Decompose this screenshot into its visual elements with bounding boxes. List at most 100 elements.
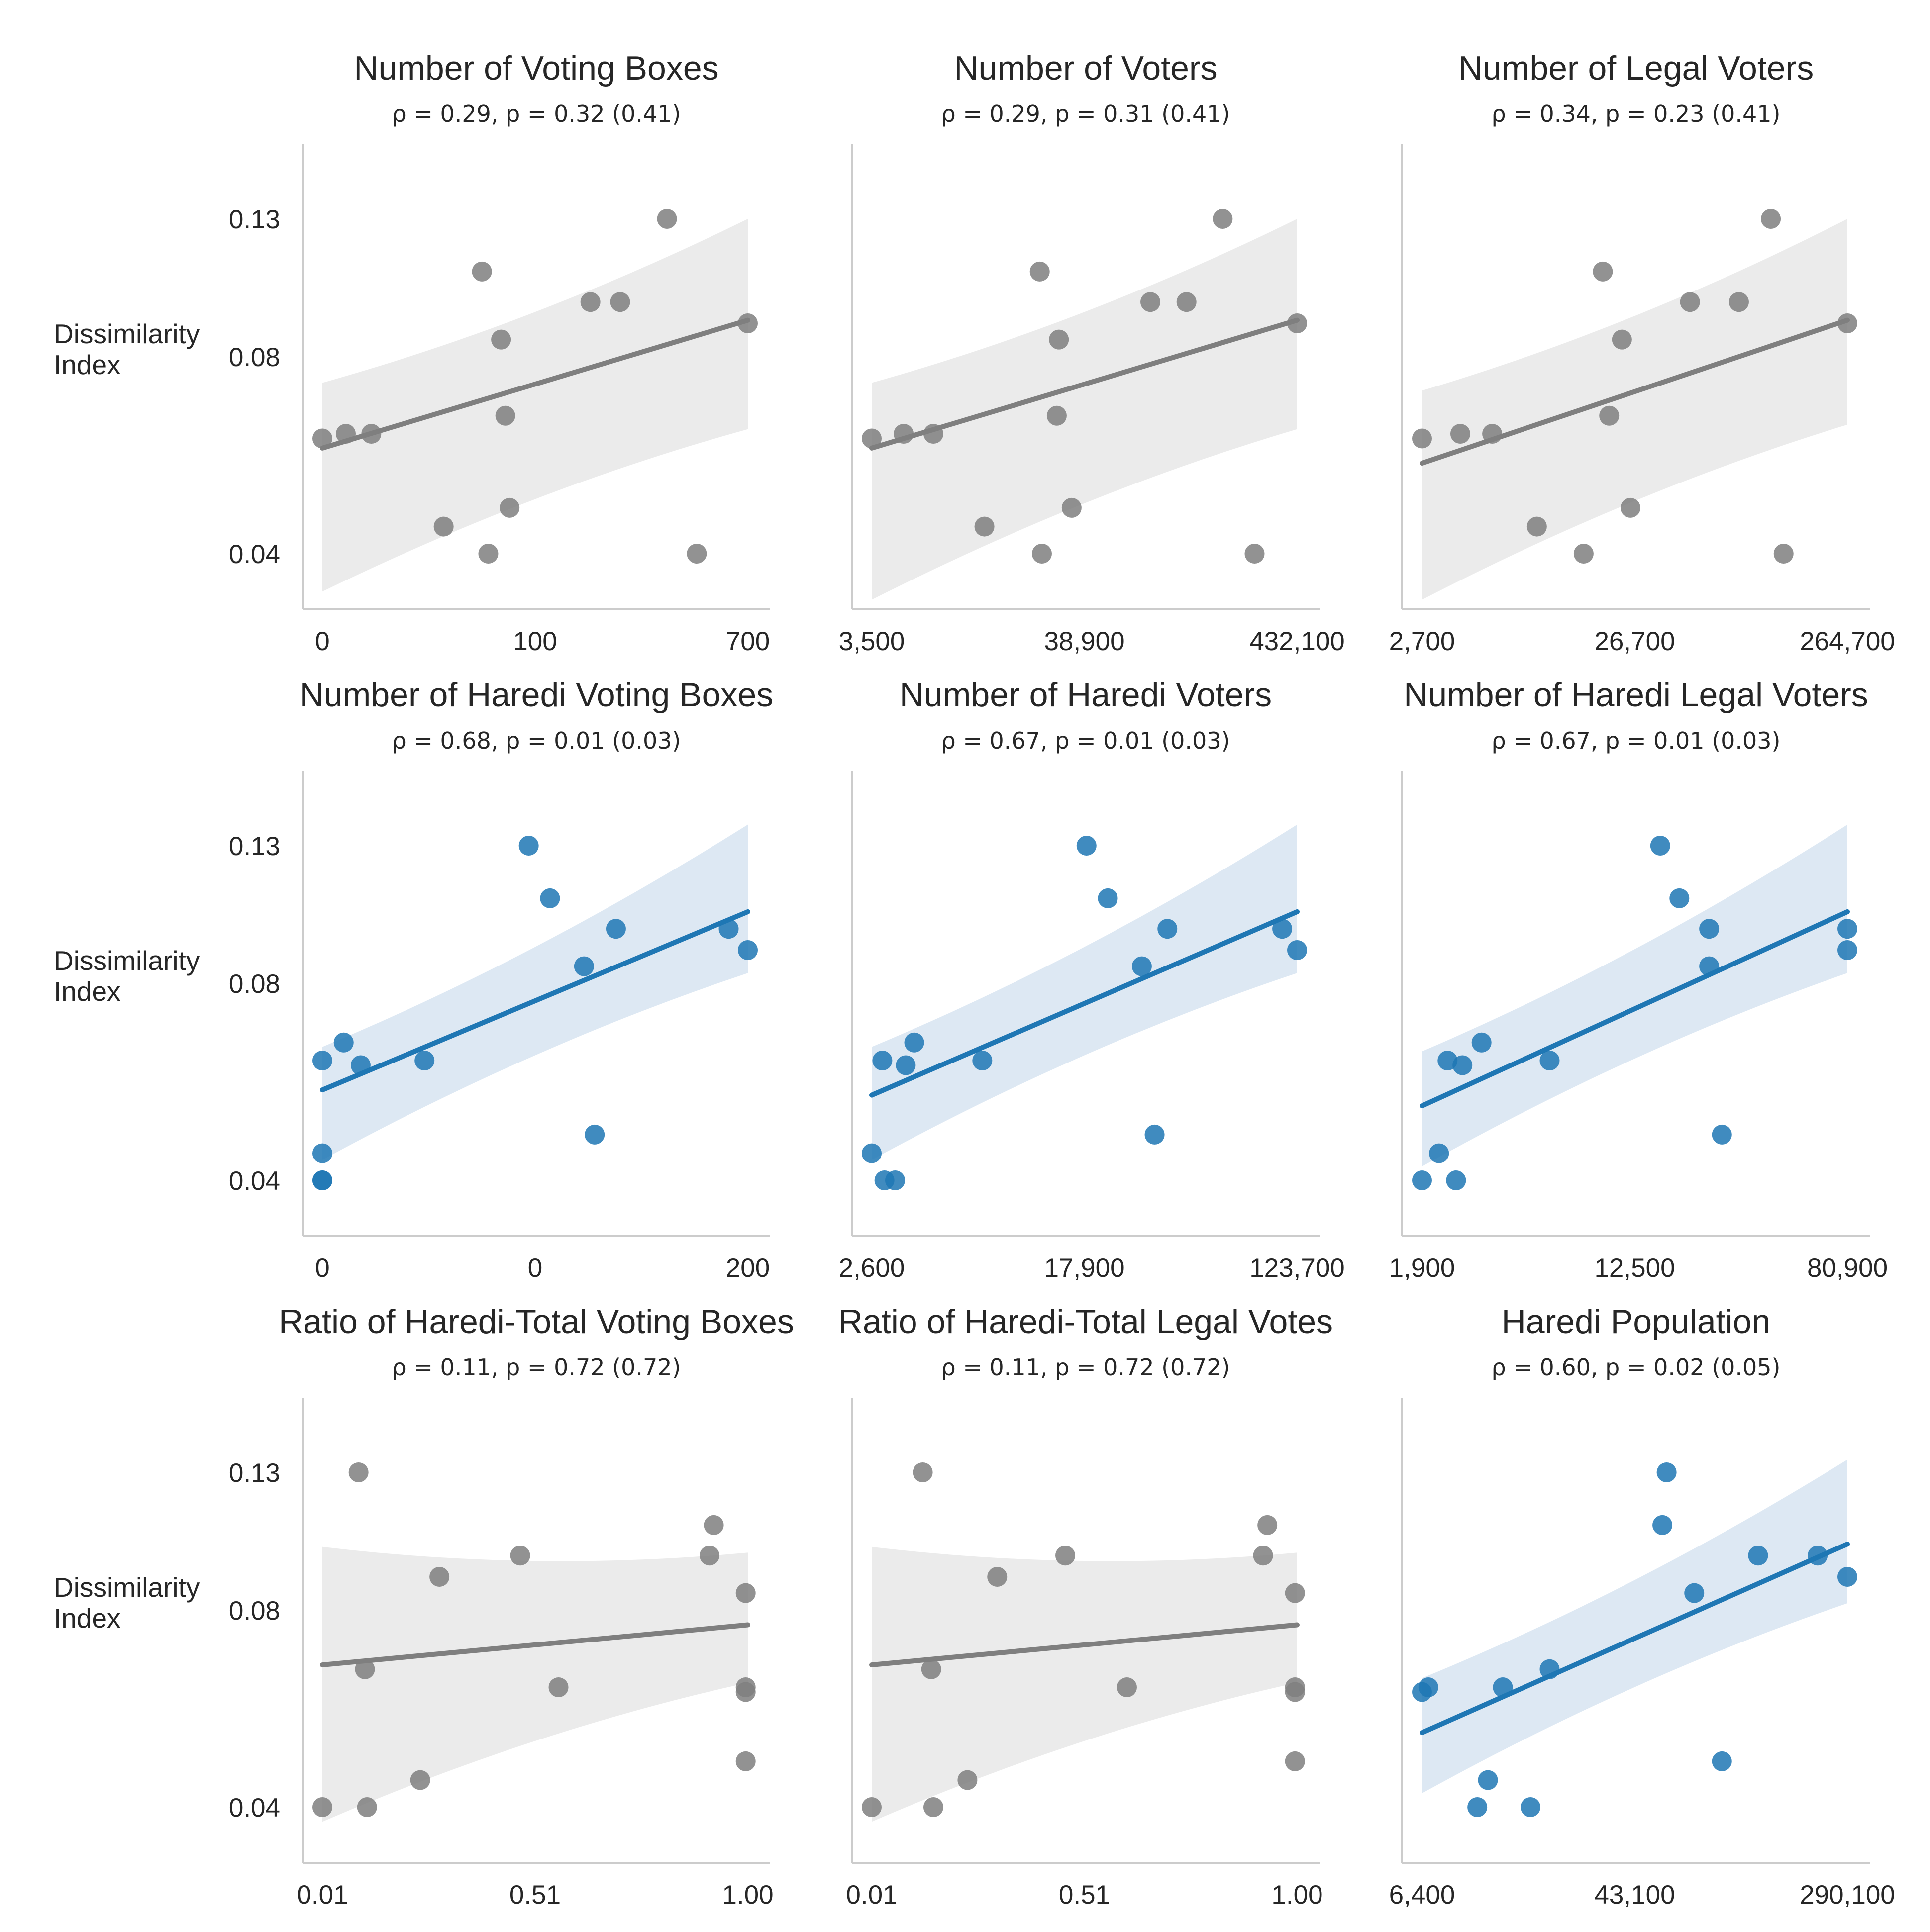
panel-title: Ratio of Haredi-Total Legal Votes: [838, 1303, 1333, 1341]
y-axis-label-line: Index: [54, 1603, 121, 1634]
data-point: [1652, 1515, 1673, 1535]
data-point: [1573, 544, 1594, 564]
confidence-band: [872, 219, 1297, 600]
x-tick-label: 0.51: [509, 1880, 561, 1910]
x-tick-label: 0.51: [1059, 1880, 1110, 1910]
data-point: [1055, 1546, 1076, 1566]
data-point: [923, 1797, 943, 1817]
regression-line: [1420, 1542, 1850, 1736]
data-point: [1213, 209, 1233, 229]
data-point: [1452, 1055, 1473, 1075]
panel-3: Number of Legal Voters ρ = 0.34, p = 0.23…: [1389, 49, 1895, 656]
confidence-band: [1422, 824, 1847, 1167]
panel-1: Number of Voting Boxes ρ = 0.29, p = 0.32…: [54, 49, 770, 656]
data-point: [1257, 1515, 1278, 1535]
data-point: [495, 405, 515, 426]
confidence-band: [322, 219, 748, 592]
data-point: [472, 261, 492, 282]
data-point: [987, 1566, 1008, 1587]
y-tick-label: 0.04: [229, 1166, 280, 1196]
confidence-band: [872, 1546, 1297, 1822]
x-tick-label: 17,900: [1044, 1254, 1124, 1283]
data-point: [1285, 1682, 1305, 1702]
data-point: [974, 516, 995, 537]
data-point: [1429, 1143, 1449, 1163]
data-point: [348, 1462, 369, 1482]
data-point: [312, 1797, 332, 1817]
y-axis-label-line: Index: [54, 349, 121, 380]
regression-line: [1420, 909, 1850, 1109]
data-point: [1076, 836, 1097, 856]
data-point: [1699, 919, 1720, 939]
panel-9: Haredi Population ρ = 0.60, p = 0.02 (0.0…: [1389, 1303, 1895, 1910]
x-tick-label: 6,400: [1389, 1880, 1455, 1910]
panel-6: Number of Haredi Legal Voters ρ = 0.67, p…: [1389, 676, 1888, 1283]
data-point: [862, 1797, 882, 1817]
data-point: [518, 836, 539, 856]
data-point: [1599, 405, 1620, 426]
data-point: [738, 313, 758, 333]
data-point: [904, 1032, 924, 1053]
data-point: [510, 1546, 530, 1566]
data-point: [1117, 1677, 1137, 1698]
data-point: [700, 1546, 720, 1566]
x-tick-label: 123,700: [1249, 1254, 1345, 1283]
panel-stat: ρ = 0.11, p = 0.72 (0.72): [392, 1354, 681, 1381]
data-point: [923, 424, 943, 444]
data-point: [312, 1143, 332, 1163]
data-point: [885, 1170, 906, 1190]
data-point: [433, 516, 454, 537]
x-tick-label: 264,700: [1800, 627, 1895, 656]
panel-title: Number of Haredi Voters: [900, 676, 1272, 714]
y-tick-label: 0.04: [229, 540, 280, 569]
data-point: [1669, 888, 1690, 908]
data-point: [1493, 1677, 1513, 1698]
data-point: [1808, 1546, 1828, 1566]
y-axis-label-line: Index: [54, 976, 121, 1007]
data-point: [1712, 1124, 1732, 1145]
data-point: [1285, 1751, 1305, 1771]
x-tick-label: 0.01: [846, 1880, 897, 1910]
data-point: [1482, 424, 1503, 444]
data-point: [478, 544, 499, 564]
x-tick-label: 80,900: [1807, 1254, 1888, 1283]
x-tick-label: 2,600: [839, 1254, 905, 1283]
data-point: [738, 940, 758, 960]
panel-stat: ρ = 0.11, p = 0.72 (0.72): [941, 1354, 1230, 1381]
data-point: [735, 1751, 756, 1771]
confidence-band: [1422, 1459, 1847, 1794]
y-tick-label: 0.08: [229, 343, 280, 372]
x-tick-label: 0: [315, 627, 329, 656]
data-point: [862, 428, 882, 449]
data-point: [580, 292, 601, 312]
data-point: [1032, 544, 1052, 564]
panel-stat: ρ = 0.60, p = 0.02 (0.05): [1492, 1354, 1781, 1381]
panel-stat: ρ = 0.29, p = 0.31 (0.41): [941, 100, 1230, 127]
panel-stat: ρ = 0.67, p = 0.01 (0.03): [941, 727, 1230, 754]
y-tick-label: 0.13: [229, 832, 280, 861]
x-tick-label: 100: [513, 627, 557, 656]
confidence-band: [322, 824, 748, 1160]
data-point: [1061, 497, 1082, 518]
x-tick-label: 1.00: [1271, 1880, 1322, 1910]
data-point: [1539, 1659, 1560, 1679]
data-point: [735, 1682, 756, 1702]
data-point: [1467, 1797, 1488, 1817]
x-tick-label: 1,900: [1389, 1254, 1455, 1283]
data-point: [585, 1124, 605, 1145]
data-point: [1412, 428, 1432, 449]
data-point: [1450, 424, 1470, 444]
y-axis-label: Dissimilarity Index: [54, 318, 200, 380]
panel-2: Number of Voters ρ = 0.29, p = 0.31 (0.41…: [839, 49, 1345, 656]
confidence-band: [322, 1546, 748, 1822]
confidence-band: [1422, 219, 1847, 600]
data-point: [1837, 940, 1857, 960]
panel-4: Number of Haredi Voting Boxes ρ = 0.68, p…: [54, 676, 773, 1283]
data-point: [1539, 1051, 1560, 1071]
panel-stat: ρ = 0.68, p = 0.01 (0.03): [392, 727, 681, 754]
panel-title: Haredi Population: [1502, 1303, 1771, 1341]
x-tick-label: 3,500: [839, 627, 905, 656]
data-point: [957, 1770, 978, 1790]
data-point: [1620, 497, 1640, 518]
